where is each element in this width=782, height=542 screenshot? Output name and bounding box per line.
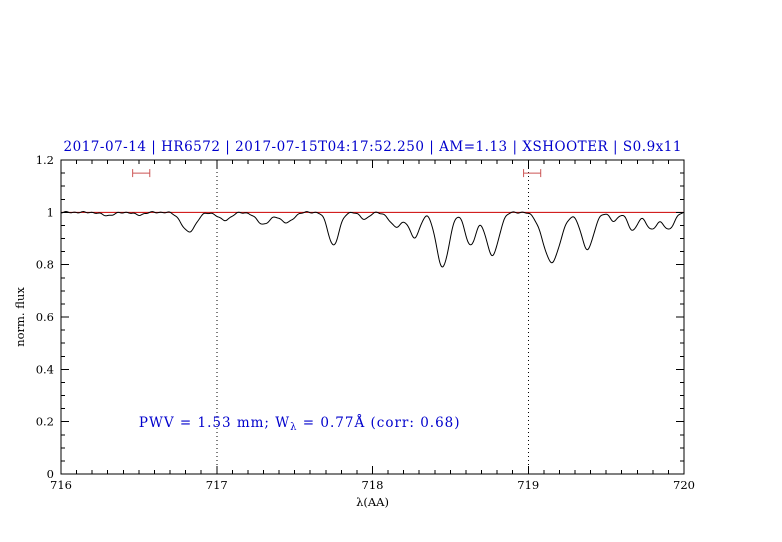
range-markers [132, 169, 542, 178]
svg-text:1: 1 [47, 205, 54, 219]
svg-text:720: 720 [673, 478, 695, 492]
annotation-subscript: λ [290, 422, 297, 433]
x-axis-label: λ(AA) [356, 495, 389, 509]
axis-frame [60, 159, 685, 475]
svg-text:718: 718 [362, 478, 384, 492]
svg-text:0.2: 0.2 [36, 415, 54, 429]
svg-text:1.2: 1.2 [36, 153, 54, 167]
plot-title: 2017-07-14 | HR6572 | 2017-07-15T04:17:5… [64, 139, 682, 155]
y-tick-labels: 0 0.2 0.4 0.6 0.8 1 1.2 [36, 153, 54, 481]
annotation-text: PWV = 1.53 mm; Wλ = 0.77Å (corr: 0.68) [139, 415, 461, 433]
svg-text:0.6: 0.6 [36, 310, 54, 324]
spectrum-line [60, 211, 685, 268]
svg-text:717: 717 [206, 478, 228, 492]
y-axis-label: norm. flux [13, 287, 27, 347]
annotation-post: = 0.77Å (corr: 0.68) [298, 415, 461, 431]
svg-text:716: 716 [50, 478, 72, 492]
annotation-pre: PWV = 1.53 mm; W [139, 415, 290, 431]
svg-text:0.4: 0.4 [36, 362, 54, 376]
svg-text:0: 0 [47, 467, 54, 481]
svg-text:719: 719 [517, 478, 539, 492]
x-tick-labels: 716 717 718 719 720 [50, 478, 695, 492]
svg-text:0.8: 0.8 [36, 258, 54, 272]
